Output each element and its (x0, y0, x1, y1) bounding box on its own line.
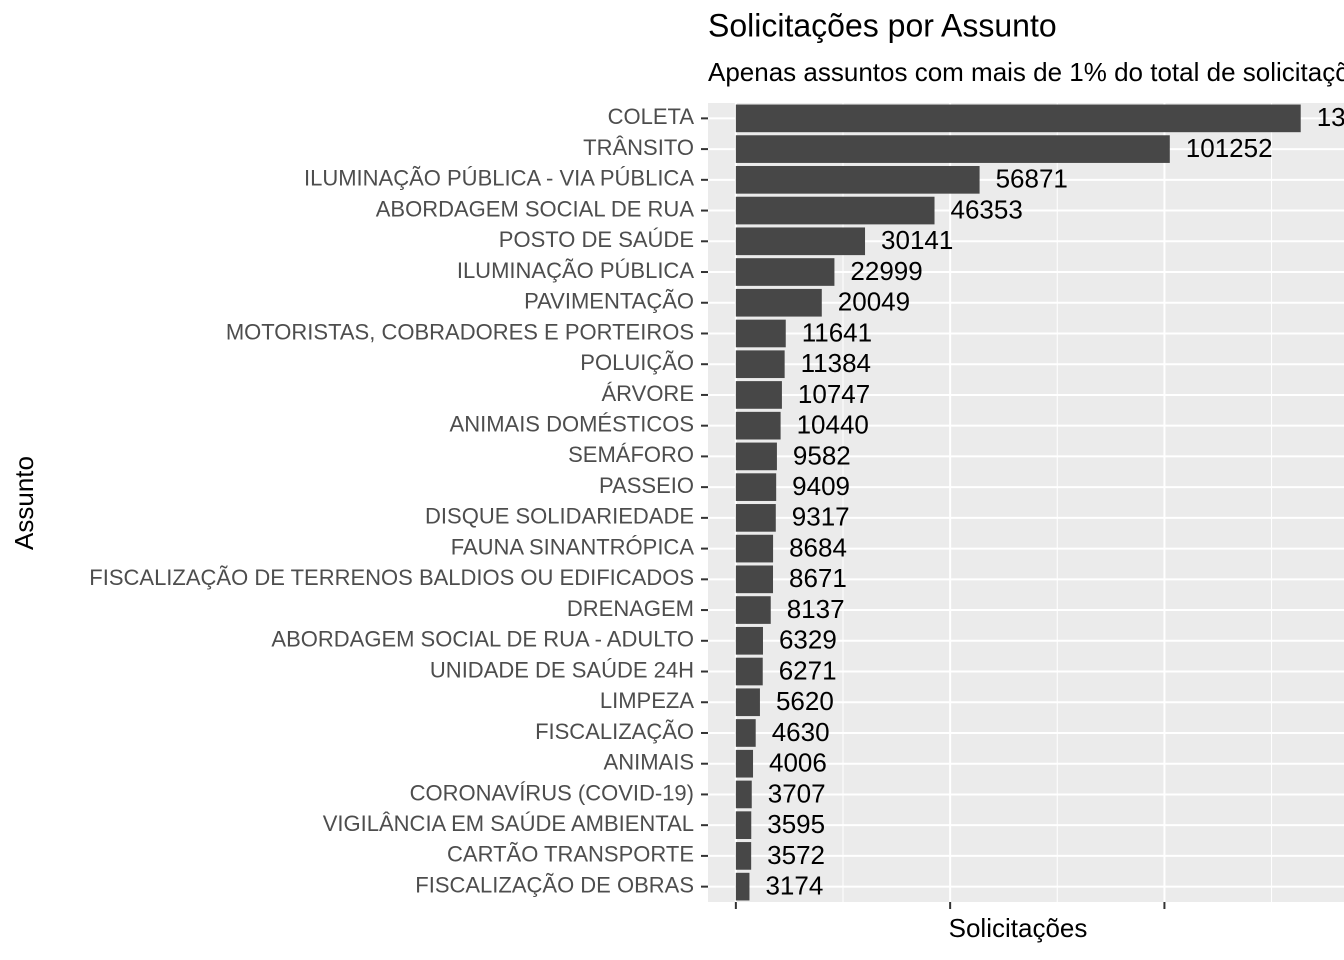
value-label: 4630 (772, 717, 830, 747)
y-tick-label: VIGILÂNCIA EM SAÚDE AMBIENTAL (323, 811, 694, 836)
x-axis-title: Solicitações (949, 913, 1088, 943)
bar (735, 350, 785, 379)
y-tick-label: COLETA (608, 104, 695, 129)
bar (735, 196, 935, 225)
bar (735, 504, 776, 532)
y-tick-label: DRENAGEM (567, 596, 694, 621)
y-axis-title: Assunto (9, 456, 39, 550)
bar (735, 780, 752, 809)
bar (735, 258, 835, 286)
bar (735, 688, 760, 717)
y-tick-label: LIMPEZA (600, 688, 694, 713)
y-tick-label: ÁRVORE (601, 381, 694, 406)
bar (735, 811, 752, 840)
y-tick-label: ABORDAGEM SOCIAL DE RUA - ADULTO (271, 627, 694, 652)
chart-subtitle: Apenas assuntos com mais de 1% do total … (708, 57, 1344, 87)
bar (735, 534, 774, 563)
y-tick-label: TRÂNSITO (583, 135, 694, 160)
chart-title: Solicitações por Assunto (708, 7, 1057, 43)
bar (735, 104, 1301, 133)
value-label: 3595 (767, 809, 825, 839)
value-label: 6271 (779, 655, 837, 685)
value-label: 56871 (996, 164, 1068, 194)
value-label: 10440 (797, 410, 869, 440)
y-tick-label: POLUIÇÃO (580, 350, 694, 375)
value-label: 6329 (779, 625, 837, 655)
y-tick-label: ILUMINAÇÃO PÚBLICA - VIA PÚBLICA (304, 166, 694, 191)
value-label: 131800 (1317, 102, 1344, 132)
bar (735, 872, 750, 901)
value-label: 11641 (802, 317, 872, 347)
y-tick-label: FISCALIZAÇÃO (535, 719, 694, 744)
bar (735, 473, 777, 501)
y-tick-label: SEMÁFORO (568, 442, 694, 467)
bar (735, 227, 866, 256)
value-label: 8684 (789, 532, 847, 562)
y-tick-label: ANIMAIS DOMÉSTICOS (450, 411, 694, 436)
bar (735, 626, 763, 655)
y-tick-label: ABORDAGEM SOCIAL DE RUA (376, 196, 695, 221)
bar (735, 411, 781, 440)
value-label: 46353 (951, 194, 1023, 224)
bar (735, 749, 754, 778)
y-tick-label: POSTO DE SAÚDE (499, 227, 694, 252)
value-label: 101252 (1186, 133, 1273, 163)
value-label: 8137 (787, 594, 845, 624)
value-label: 8671 (789, 563, 847, 593)
y-tick-label: ILUMINAÇÃO PÚBLICA (457, 258, 694, 283)
bar (735, 565, 774, 594)
bar (735, 135, 1170, 163)
bar (735, 381, 782, 409)
bar (735, 719, 756, 747)
y-tick-label: PASSEIO (599, 473, 694, 498)
y-tick-label: CARTÃO TRANSPORTE (447, 842, 694, 867)
value-label: 5620 (776, 686, 834, 716)
bar (735, 319, 786, 348)
y-tick-label: FAUNA SINANTRÓPICA (451, 534, 695, 559)
value-label: 9317 (792, 502, 850, 532)
value-label: 3572 (767, 840, 825, 870)
bar (735, 442, 777, 471)
bar (735, 288, 822, 317)
value-label: 22999 (850, 256, 922, 286)
bar (735, 165, 980, 194)
value-label: 9582 (793, 440, 851, 470)
y-tick-label: CORONAVÍRUS (COVID-19) (410, 780, 694, 805)
bar (735, 842, 752, 870)
y-tick-label: UNIDADE DE SAÚDE 24H (430, 657, 694, 682)
value-label: 10747 (798, 379, 870, 409)
y-tick-label: FISCALIZAÇÃO DE OBRAS (415, 872, 694, 897)
value-label: 30141 (881, 225, 953, 255)
bar (735, 596, 771, 624)
y-tick-label: FISCALIZAÇÃO DE TERRENOS BALDIOS OU EDIF… (89, 565, 694, 590)
value-label: 3707 (768, 778, 826, 808)
value-label: 11384 (801, 348, 871, 378)
bar (735, 657, 763, 686)
value-label: 3174 (765, 871, 823, 901)
y-tick-label: ANIMAIS (604, 750, 694, 775)
value-label: 4006 (769, 748, 827, 778)
y-tick-label: PAVIMENTAÇÃO (524, 289, 694, 314)
value-label: 9409 (792, 471, 850, 501)
y-tick-label: DISQUE SOLIDARIEDADE (425, 504, 694, 529)
value-label: 20049 (838, 287, 910, 317)
y-tick-label: MOTORISTAS, COBRADORES E PORTEIROS (226, 319, 694, 344)
